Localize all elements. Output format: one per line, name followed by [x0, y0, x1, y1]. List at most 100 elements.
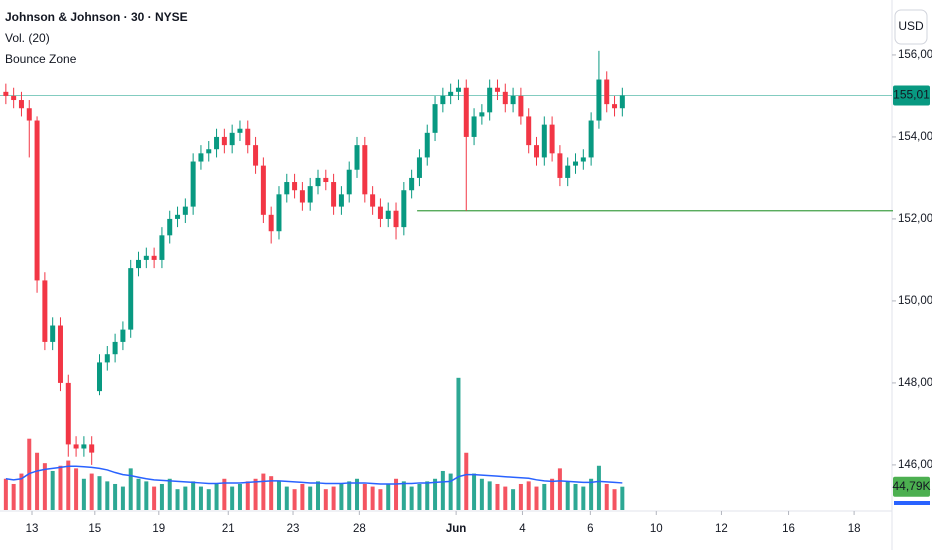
volume-bar: [433, 478, 438, 510]
candle-body: [57, 325, 63, 383]
candle-body: [573, 161, 579, 166]
candle-body: [580, 157, 586, 162]
y-tick-label: 156,00: [898, 49, 932, 61]
currency-button[interactable]: [894, 9, 928, 45]
candle-body: [175, 214, 181, 219]
candle-body: [331, 182, 337, 207]
volume-bar: [198, 486, 203, 510]
candle-body: [487, 87, 493, 113]
volume-bar: [401, 481, 406, 510]
y-tick-label: 150,00: [898, 295, 932, 307]
volume-bar: [526, 481, 531, 510]
volume-bar: [191, 481, 196, 510]
volume-bar: [409, 486, 414, 510]
volume-bar: [534, 486, 539, 510]
candle-body: [612, 104, 618, 109]
candle-body: [143, 255, 149, 260]
volume-bar: [565, 481, 570, 510]
candle-body: [424, 132, 430, 158]
volume-bar: [237, 483, 242, 510]
volume-bar: [487, 481, 492, 510]
volume-bar: [214, 483, 219, 510]
x-tick-label: Jun: [446, 523, 466, 535]
candle-body: [315, 177, 321, 187]
volume-bar: [589, 478, 594, 510]
volume-bar: [50, 470, 55, 510]
volume-bar: [253, 478, 258, 510]
candle-body: [237, 128, 243, 133]
volume-bar: [557, 468, 562, 510]
volume-bar: [3, 478, 8, 510]
volume-bar: [113, 483, 118, 510]
candle-body: [440, 95, 446, 105]
candle-body: [229, 132, 235, 146]
x-tick-label: 28: [353, 523, 366, 535]
y-tick-label: 152,00: [898, 213, 932, 225]
candle-body: [128, 268, 134, 330]
axes: 146,00 148,00 150,00 152,00 154,00 156,00 13 15…: [26, 49, 932, 535]
candle-body: [401, 190, 407, 228]
bounce-zone-legend: Bounce Zone: [5, 52, 77, 66]
candle-body: [463, 87, 469, 137]
candle-body: [494, 87, 500, 92]
candle-body: [518, 95, 524, 117]
volume-bar: [331, 486, 336, 510]
candle-body: [596, 79, 602, 121]
candle-body: [409, 177, 415, 191]
volume-bar: [128, 468, 133, 510]
volume-bar: [42, 463, 47, 510]
candle-body: [18, 100, 24, 109]
volume-bar: [596, 465, 601, 510]
candle-body: [284, 182, 290, 195]
volume-bar: [604, 483, 609, 510]
candle-body: [159, 235, 165, 260]
candle-body: [104, 354, 110, 363]
candle-body: [120, 329, 126, 342]
y-tick-label: 154,00: [898, 131, 932, 143]
candle-body: [385, 210, 391, 219]
candle-body: [253, 145, 259, 166]
candle-body: [198, 153, 204, 162]
x-tick-label: 21: [222, 523, 235, 535]
volume-bar: [89, 473, 94, 510]
volume-bar: [323, 489, 328, 510]
candle-body: [206, 149, 212, 154]
candle-body: [136, 259, 142, 269]
scale-indicator: [894, 501, 930, 505]
candle-body: [557, 153, 563, 178]
candle-body: [268, 214, 274, 232]
candle-body: [455, 87, 461, 92]
x-tick-label: 16: [782, 523, 795, 535]
volume-bar: [230, 486, 235, 510]
volume-bar: [284, 486, 289, 510]
candle-body: [190, 161, 196, 207]
y-tick-label: 146,00: [898, 459, 932, 471]
volume-bar: [97, 476, 102, 510]
x-tick-label: 15: [88, 523, 101, 535]
volume-bar: [315, 481, 320, 510]
currency-label: USD: [898, 19, 924, 33]
volume-bar: [276, 481, 281, 510]
volume-bar: [206, 489, 211, 510]
candle-body: [50, 325, 56, 342]
last-price-label: 155,01: [893, 88, 930, 102]
candle-body: [260, 165, 266, 215]
volume-bar: [136, 478, 141, 510]
volume-bar: [511, 489, 516, 510]
volume-bar: [581, 486, 586, 510]
candle-body: [432, 104, 438, 133]
candle-body: [526, 116, 532, 146]
candle-body: [588, 120, 594, 158]
volume-bar: [339, 483, 344, 510]
x-tick-label: 19: [152, 523, 165, 535]
candle-body: [245, 128, 251, 146]
volume-bar: [378, 489, 383, 510]
volume-bar: [495, 483, 500, 510]
volume-bar: [550, 478, 555, 510]
x-tick-label: 4: [519, 523, 526, 535]
volume-bar: [425, 481, 430, 510]
candle-body: [448, 91, 454, 96]
x-tick-label: 13: [26, 523, 39, 535]
volume-bar: [35, 452, 40, 510]
